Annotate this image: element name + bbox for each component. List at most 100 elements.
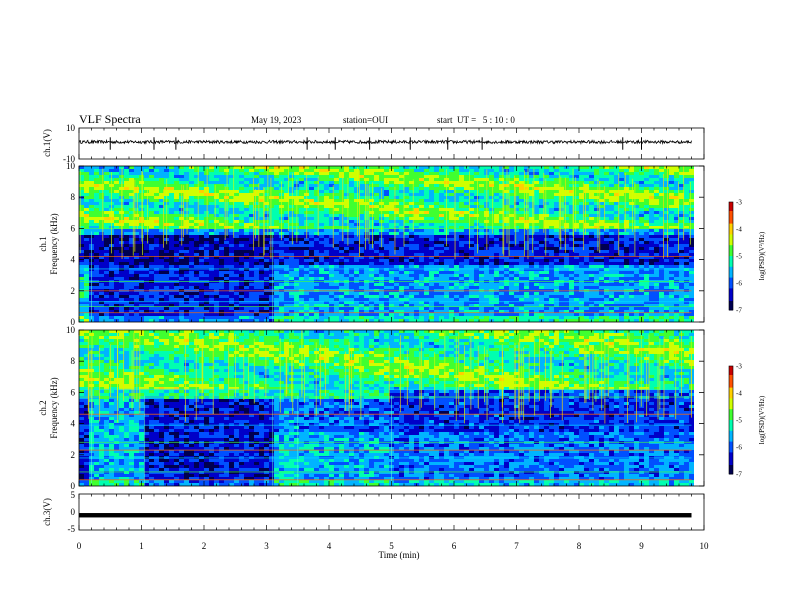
spectrogram-cell [189,250,195,254]
spectrogram-cell [299,244,305,248]
spectrogram-cell [354,319,360,322]
spectrogram-cell [219,181,225,185]
spectrogram-cell [189,190,195,194]
spectrogram-cell [309,259,315,263]
spectrogram-cell [249,313,255,317]
spectrogram-cell [439,244,445,248]
spectrogram-cell [144,265,150,269]
spectrogram-cell [284,217,290,221]
spectrogram-cell [359,187,365,191]
spectrogram-cell [94,226,100,230]
spectrogram-cell [479,172,485,176]
spectrogram-cell [514,175,520,179]
spectrogram-cell [204,310,210,314]
spectrogram-cell [449,301,455,305]
spectrogram-cell [289,256,295,260]
spectrogram-cell [369,277,375,281]
spectrogram-cell [394,196,400,200]
spectrogram-cell [244,223,250,227]
spectrogram-cell [389,277,395,281]
spectrogram-cell [379,178,385,182]
spectrogram-cell [429,175,435,179]
spectrogram-cell [129,235,135,239]
spectrogram-cell [509,208,515,212]
spectrogram-cell [519,292,525,296]
spectrogram-cell [159,313,165,317]
spectrogram-cell [364,271,370,275]
spectrogram-cell [544,244,550,248]
spectrogram-cell [474,217,480,221]
spectrogram-cell [519,286,525,290]
spectrogram-cell [524,241,530,245]
spectrogram-cell [244,190,250,194]
spectrogram-cell [174,187,180,191]
spectrogram-cell [149,295,155,299]
spectrogram-cell [314,259,320,263]
spectrogram-cell [164,256,170,260]
spectrogram-cell [209,196,215,200]
spectrogram-cell [344,271,350,275]
spectrogram-cell [454,241,460,245]
spectrogram-cell [239,274,245,278]
spectrogram-cell [299,199,305,203]
spectrogram-cell [329,301,335,305]
spectrogram-cell [124,244,130,248]
spectrogram-cell [544,247,550,251]
spectrogram-cell [219,283,225,287]
spectrogram-cell [434,211,440,215]
spectrogram-cell [264,283,270,287]
spectrogram-cell [429,268,435,272]
spectrogram-cell [459,193,465,197]
spectrogram-cell [399,232,405,236]
spectrogram-cell [239,238,245,242]
spectrogram-cell [269,307,275,311]
spectrogram-cell [259,250,265,254]
spectrogram-cell [214,199,220,203]
spectrogram-cell [414,211,420,215]
spectrogram-cell [334,277,340,281]
spectrogram-cell [279,292,285,296]
spectrogram-cell [114,193,120,197]
spectrogram-cell [449,181,455,185]
spectrogram-cell [439,274,445,278]
spectrogram-cell [199,226,205,230]
spectrogram-cell [184,274,190,278]
spectrogram-cell [129,304,135,308]
spectrogram-cell [139,274,145,278]
spectrogram-cell [419,298,425,302]
spectrogram-cell [329,313,335,317]
spectrogram-cell [339,199,345,203]
spectrogram-cell [209,175,215,179]
spectrogram-cell [369,256,375,260]
spectrogram-cell [349,283,355,287]
spectrogram-cell [474,202,480,206]
spectrogram-cell [149,190,155,194]
spectrogram-cell [314,304,320,308]
spectrogram-cell [389,187,395,191]
spectrogram-cell [319,253,325,257]
spectrogram-cell [349,259,355,263]
spectrogram-cell [179,175,185,179]
spectrogram-cell [299,274,305,278]
spectrogram-cell [264,202,270,206]
spectrogram-cell [314,220,320,224]
spectrogram-cell [84,181,90,185]
spectrogram-cell [114,313,120,317]
spectrogram-cell [214,262,220,266]
spectrogram-cell [374,253,380,257]
spectrogram-cell [519,271,525,275]
spectrogram-cell [414,223,420,227]
spectrogram-cell [394,172,400,176]
spectrogram-cell [474,286,480,290]
spectrogram-cell [209,310,215,314]
spectrogram-cell [229,313,235,317]
spectrogram-cell [504,286,510,290]
spectrogram-cell [99,196,105,200]
spectrogram-cell [234,265,240,269]
spectrogram-cell [299,298,305,302]
spectrogram-cell [259,319,265,322]
spectrogram-cell [379,301,385,305]
spectrogram-cell [319,208,325,212]
spectrogram-cell [539,259,545,263]
spectrogram-cell [279,310,285,314]
